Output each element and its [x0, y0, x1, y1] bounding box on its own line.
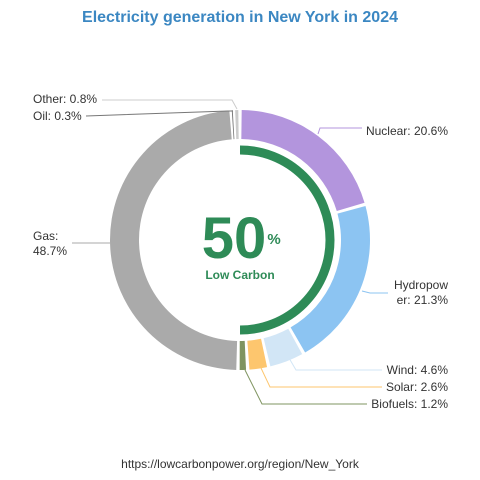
center-unit: %	[267, 231, 280, 248]
center-caption: Low Carbon	[205, 268, 274, 282]
chart-title: Electricity generation in New York in 20…	[82, 9, 398, 26]
leader-wind	[288, 357, 382, 371]
label-gas: Gas: 48.7%	[33, 229, 67, 258]
label-oil: Oil: 0.3%	[33, 109, 82, 123]
center-value: 50	[202, 206, 267, 271]
label-nuclear: Nuclear: 20.6%	[366, 124, 448, 138]
source-url[interactable]: https://lowcarbonpower.org/region/New_Yo…	[121, 457, 359, 471]
leader-other	[102, 99, 238, 110]
slice-other	[235, 110, 239, 140]
leader-nuclear	[317, 127, 362, 135]
label-solar: Solar: 2.6%	[386, 380, 448, 394]
label-wind: Wind: 4.6%	[387, 363, 449, 377]
donut-slices	[109, 110, 370, 370]
leader-lines	[72, 99, 388, 405]
leader-hydropower	[361, 290, 388, 294]
slice-nuclear	[241, 110, 365, 212]
leader-biofuels	[244, 369, 367, 405]
label-other: Other: 0.8%	[33, 92, 97, 106]
slice-oil	[231, 110, 235, 140]
low-carbon-arc	[239, 145, 335, 335]
label-hydropower: Hydropow er: 21.3%	[394, 278, 448, 307]
low-carbon-arc-path	[239, 145, 335, 335]
slice-labels: Nuclear: 20.6% Hydropow er: 21.3% Wind: 4.6…	[33, 92, 448, 411]
slice-biofuels	[239, 340, 247, 370]
leader-oil	[85, 110, 233, 117]
slice-solar	[247, 338, 268, 370]
slice-hydropower	[290, 205, 370, 353]
leader-solar	[260, 367, 382, 388]
label-biofuels: Biofuels: 1.2%	[371, 397, 448, 411]
slice-wind	[263, 328, 303, 367]
slice-gas	[109, 110, 238, 370]
